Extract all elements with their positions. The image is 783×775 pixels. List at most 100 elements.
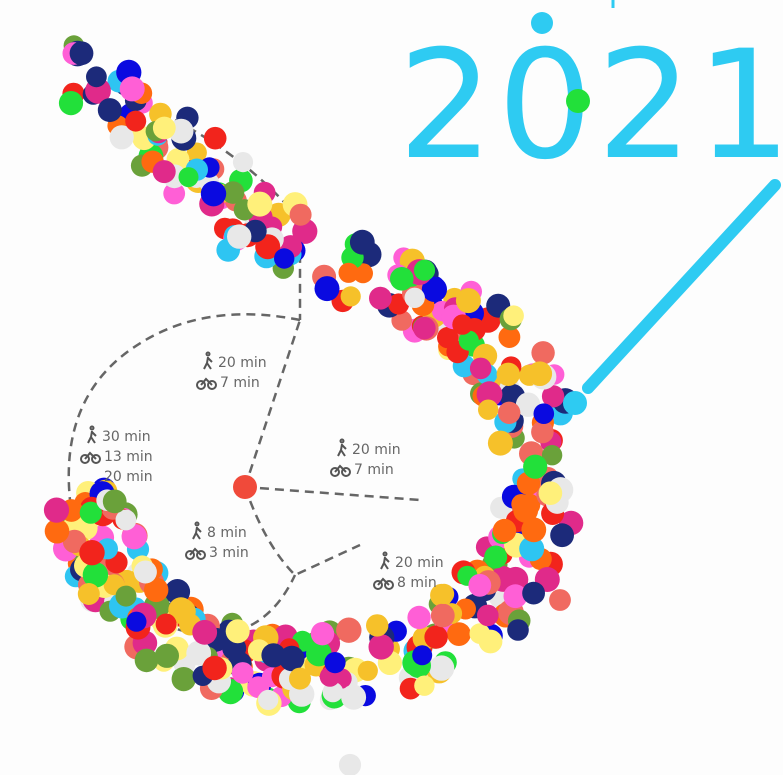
confetti	[368, 634, 394, 660]
confetti	[44, 518, 70, 544]
bike-icon	[377, 577, 390, 586]
bike-icon	[341, 467, 351, 477]
confetti	[521, 517, 547, 543]
confetti	[102, 489, 127, 514]
confetti	[121, 524, 147, 550]
confetti	[171, 667, 196, 692]
confetti	[341, 684, 367, 710]
walk-icon	[337, 438, 347, 457]
confetti	[62, 529, 87, 554]
confetti	[322, 681, 344, 703]
confetti	[414, 675, 435, 696]
confetti	[314, 276, 340, 302]
confetti	[430, 603, 455, 628]
confetti	[349, 229, 375, 255]
confetti	[412, 645, 433, 666]
confetti	[310, 622, 335, 646]
walk-icon	[380, 551, 390, 570]
confetti	[86, 66, 107, 88]
confetti	[247, 191, 273, 217]
confetti	[353, 263, 373, 284]
confetti	[115, 509, 137, 531]
confetti	[476, 381, 503, 408]
confetti	[533, 403, 555, 425]
bike-icon	[196, 380, 206, 390]
confetti	[369, 286, 392, 310]
walk-time: 20 min	[395, 555, 444, 571]
confetti	[468, 573, 492, 597]
confetti	[134, 648, 159, 673]
bike-icon	[84, 451, 97, 460]
confetti	[421, 276, 447, 302]
confetti	[478, 399, 499, 420]
confetti	[119, 76, 145, 102]
confetti	[338, 262, 359, 283]
bike-icon	[189, 547, 202, 556]
confetti	[458, 330, 479, 351]
confetti	[261, 643, 286, 668]
confetti	[434, 583, 455, 605]
travel-labels: 20 min 7 min 30 min 13 min 20 min 20 min 7 min…	[80, 351, 444, 591]
confetti	[192, 619, 218, 645]
confetti	[133, 560, 157, 584]
bike-icon	[200, 377, 213, 386]
bike-time: 7 min	[354, 462, 394, 478]
hub-node	[233, 475, 257, 499]
confetti	[43, 497, 70, 523]
confetti	[279, 645, 305, 672]
accent-dot	[563, 391, 587, 415]
confetti	[496, 362, 520, 386]
confetti	[258, 689, 279, 711]
confetti	[200, 181, 227, 207]
bike-icon	[384, 580, 394, 590]
bike-icon	[185, 550, 195, 560]
confetti	[324, 652, 346, 674]
confetti	[77, 583, 100, 605]
confetti	[413, 316, 436, 340]
confetti	[541, 445, 563, 466]
bike-time: 8 min	[397, 575, 437, 591]
confetti	[170, 598, 196, 625]
confetti	[97, 98, 122, 123]
confetti	[221, 181, 245, 204]
confetti	[519, 536, 545, 562]
confetti	[424, 625, 448, 649]
bike-icon	[196, 550, 206, 560]
bike-time: 7 min	[220, 375, 260, 391]
confetti	[366, 614, 389, 637]
year-title: 2021	[398, 19, 783, 193]
confetti	[163, 182, 186, 205]
bike-icon	[330, 467, 340, 477]
confetti	[437, 326, 459, 349]
confetti	[447, 622, 471, 646]
confetti	[487, 430, 513, 456]
confetti	[522, 581, 545, 605]
bike-icon	[373, 580, 383, 590]
confetti	[79, 501, 102, 524]
confetti	[152, 116, 176, 140]
confetti	[186, 640, 212, 666]
confetti	[154, 643, 179, 668]
bike-icon	[207, 380, 217, 390]
confetti	[478, 629, 503, 654]
walk-icon	[192, 521, 202, 540]
accent-line	[582, 179, 781, 394]
confetti	[227, 224, 252, 249]
extra-time: 20 min	[104, 469, 153, 485]
confetti	[82, 562, 109, 588]
confetti	[484, 545, 508, 569]
walk-time: 20 min	[218, 355, 267, 371]
confetti	[155, 613, 177, 635]
confetti	[513, 498, 539, 523]
confetti	[289, 203, 312, 226]
confetti	[225, 619, 250, 644]
accent-dot	[531, 12, 553, 34]
confetti	[340, 286, 361, 307]
route	[243, 486, 361, 577]
confetti	[503, 305, 524, 327]
confetti	[477, 604, 499, 627]
confetti	[498, 326, 521, 348]
confetti	[523, 454, 548, 479]
walk-icon	[203, 351, 213, 370]
confetti	[498, 401, 521, 424]
